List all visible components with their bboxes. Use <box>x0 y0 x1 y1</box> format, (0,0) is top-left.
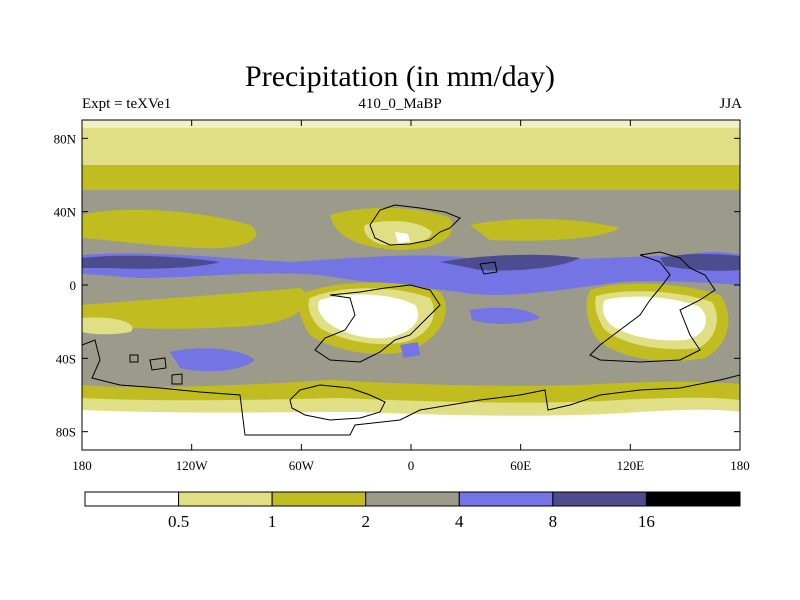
band-itcz <box>82 251 740 295</box>
outline-island-c <box>171 373 183 385</box>
outline-central-continent <box>314 284 441 363</box>
band-equatorial-west <box>82 288 308 329</box>
period-label: 410_0_MaBP <box>358 96 442 112</box>
y-axis: 80N 40N 0 40S 80S <box>54 131 740 440</box>
outline-north-continent <box>369 204 461 246</box>
colorbar-label: 4 <box>455 512 464 531</box>
colorbar-bin <box>365 491 460 507</box>
y-tick-label: 80S <box>56 425 76 440</box>
y-tick-label: 40S <box>56 351 76 366</box>
region-central-desert <box>317 294 419 339</box>
colorbar-bin <box>178 491 273 507</box>
outline-southern-continent <box>82 339 740 436</box>
band-north-mid-edge <box>82 175 740 190</box>
colorbar-bin <box>552 491 647 507</box>
patch-ne-pacific <box>82 209 257 249</box>
patch-south-east-wet <box>470 307 540 324</box>
map-field <box>82 120 740 450</box>
colorbar-bin <box>84 491 180 507</box>
colorbar-label: 1 <box>268 512 277 531</box>
chart-title: Precipitation (in mm/day) <box>245 60 555 93</box>
core-itcz-east <box>440 254 580 271</box>
outline-southern-landmass <box>289 384 386 421</box>
colorbar: 0.5 1 2 4 8 16 <box>84 491 741 531</box>
experiment-label: Expt = teXVe1 <box>82 96 172 112</box>
x-tick-label: 120E <box>617 458 645 473</box>
core-itcz-west <box>82 255 220 269</box>
colorbar-label: 2 <box>361 512 370 531</box>
outline-island-d <box>479 261 498 275</box>
x-axis: 180 120W 60W 0 60E 120E 180 <box>72 120 750 473</box>
x-tick-label: 0 <box>408 458 415 473</box>
band-south-pole <box>82 409 740 450</box>
patch-south-central-wet <box>400 342 420 358</box>
outline-east-continent <box>589 251 716 363</box>
colorbar-label: 8 <box>549 512 558 531</box>
colorbar-bin <box>645 491 741 507</box>
x-tick-label: 60W <box>289 458 315 473</box>
season-label: JJA <box>719 96 742 112</box>
y-tick-label: 40N <box>54 205 77 220</box>
colorbar-bin <box>271 491 367 507</box>
y-tick-label: 0 <box>70 278 77 293</box>
outline-island-a <box>129 354 139 363</box>
region-east-desert <box>602 296 706 341</box>
band-north-high <box>82 128 740 168</box>
patch-south-west-wet <box>170 348 255 372</box>
patch-equatorial-dry <box>82 317 133 335</box>
x-tick-label: 60E <box>510 458 531 473</box>
x-tick-label: 180 <box>730 458 750 473</box>
colorbar-label: 0.5 <box>168 512 189 531</box>
y-tick-label: 80N <box>54 131 77 146</box>
patch-north-desert <box>395 232 410 243</box>
x-tick-label: 120W <box>176 458 209 473</box>
patch-asia-north <box>470 218 620 241</box>
colorbar-label: 16 <box>638 512 655 531</box>
outline-island-b <box>149 357 167 371</box>
colorbar-bin <box>458 491 554 507</box>
x-tick-label: 180 <box>72 458 92 473</box>
